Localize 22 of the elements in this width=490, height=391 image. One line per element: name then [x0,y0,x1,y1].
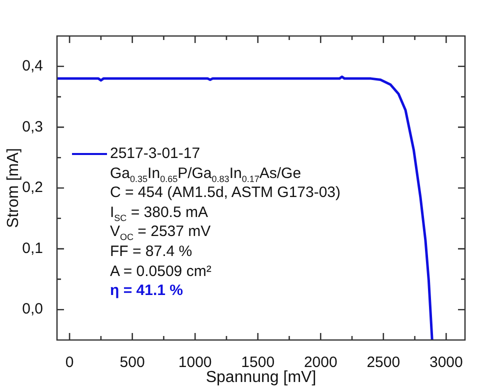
annotation: FF = 87.4 % [109,242,194,262]
annotation: η = 41.1 % [109,281,184,301]
annotation: I$_{SC}$ = 380.5 mA [109,202,209,223]
x-tick-label: 1500 [241,354,275,372]
y-tick-label: 0,3 [22,118,43,136]
y-axis-title: Strom [mA] [5,148,22,228]
text: Ga$_{0.35}$In$_{0.65}$P/Ga$_{0.83}$In$_{0.17}$As/Ge [110,164,302,184]
x-axis-title: Spannung [mV] [206,368,316,386]
y-tick-label: 0,2 [22,179,43,196]
x-tick-label: 1000 [178,354,212,372]
y-tick-label: 0,1 [22,240,43,257]
x-tick-label: 2500 [366,354,400,372]
legend-label: 2517-3-01-17 [110,145,200,162]
y-tick-label: 0,0 [22,300,43,318]
annotation: A = 0.0509 cm² [109,262,212,282]
x-tick-label: 0 [65,354,74,372]
x-tick-label: 500 [120,354,145,372]
annotation: C = 454 (AM1.5d, ASTM G173-03) [109,183,341,203]
y-tick-label: 0,4 [22,58,43,75]
annotation: V$_{OC}$ = 2537 mV [109,222,212,242]
x-tick-label: 3000 [429,354,463,372]
x-tick-label: 2000 [304,354,338,372]
